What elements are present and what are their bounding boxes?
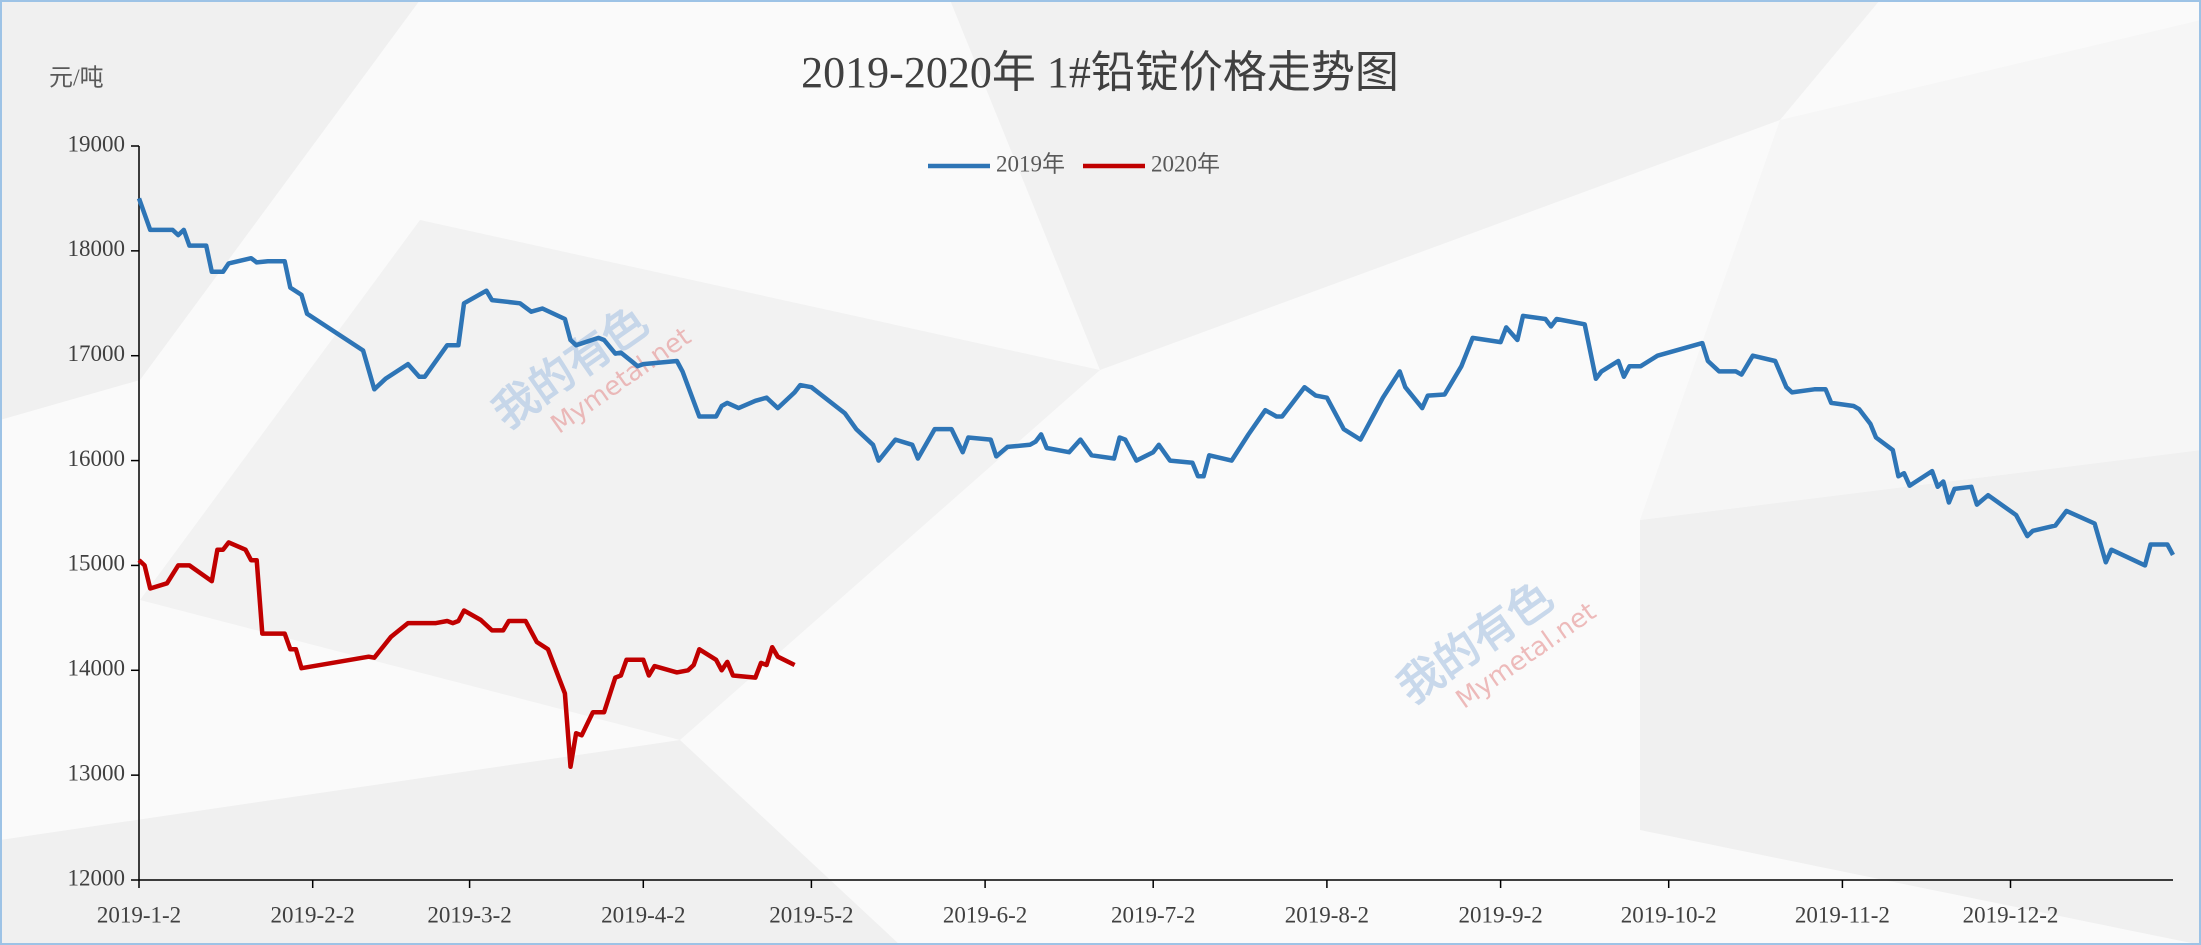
y-tick-label: 12000 (68, 865, 126, 890)
series-line (137, 540, 796, 770)
x-tick-label: 2019-11-2 (1795, 902, 1890, 927)
chart-title: 2019-2020年 1#铅锭价格走势图 (801, 48, 1399, 97)
x-tick-label: 2019-4-2 (601, 902, 685, 927)
bg-shape (1640, 450, 2201, 945)
x-tick-label: 2019-6-2 (943, 902, 1027, 927)
legend-label: 2020年 (1151, 151, 1220, 176)
x-tick-label: 2019-8-2 (1285, 902, 1369, 927)
y-tick-label: 16000 (68, 446, 126, 471)
x-tick-label: 2019-7-2 (1111, 902, 1195, 927)
y-axis-label: 元/吨 (49, 65, 104, 92)
bg-shape (0, 740, 900, 945)
legend-label: 2019年 (996, 151, 1065, 176)
y-tick-label: 15000 (68, 551, 126, 576)
bg-shape (950, 0, 1880, 370)
series-line (136, 197, 2175, 568)
x-tick-label: 2019-9-2 (1458, 902, 1542, 927)
y-tick-label: 19000 (68, 131, 126, 156)
x-tick-label: 2019-12-2 (1963, 902, 2059, 927)
y-tick-label: 18000 (68, 236, 126, 261)
y-tick-label: 14000 (68, 656, 126, 681)
y-tick-label: 17000 (68, 341, 126, 366)
x-tick-label: 2019-10-2 (1621, 902, 1717, 927)
x-tick-label: 2019-5-2 (769, 902, 853, 927)
x-tick-label: 2019-3-2 (427, 902, 511, 927)
y-tick-label: 13000 (68, 760, 126, 785)
bg-shape (140, 220, 1100, 740)
bg-shape (1640, 20, 2201, 520)
bg-shape (0, 0, 420, 420)
x-tick-label: 2019-1-2 (97, 902, 181, 927)
x-tick-label: 2019-2-2 (271, 902, 355, 927)
